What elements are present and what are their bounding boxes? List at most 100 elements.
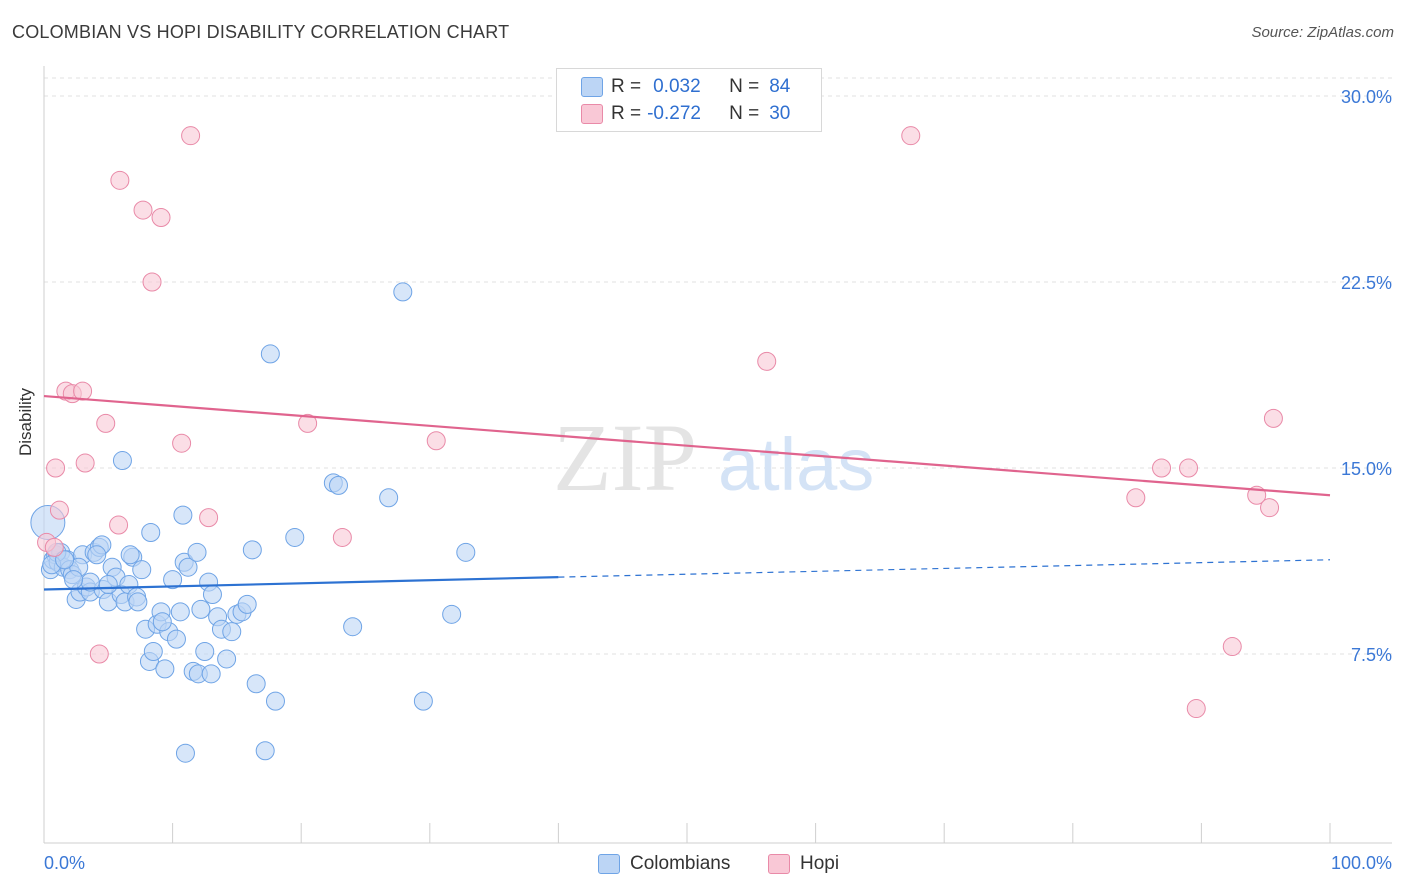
colombians-point (141, 522, 161, 542)
r-label: R = (611, 76, 642, 97)
colombians-point (328, 475, 348, 495)
colombians-point (246, 674, 266, 694)
colombians-point (173, 505, 193, 525)
hopi-point (44, 537, 64, 557)
colombians-r-value: 0.032 (653, 76, 701, 97)
colombians-legend-swatch (598, 854, 620, 874)
colombians-point (191, 599, 211, 619)
colombians-point (132, 560, 152, 580)
hopi-legend-label: Hopi (800, 853, 840, 874)
hopi-point (1222, 637, 1242, 657)
colombians-n-value: 84 (769, 76, 791, 97)
hopi-point (110, 170, 130, 190)
y-tick-label: 30.0% (1341, 87, 1392, 107)
legend-item-hopi: Hopi (768, 852, 839, 876)
watermark: ZIP atlas (553, 404, 874, 511)
hopi-point (49, 500, 69, 520)
hopi-point (1186, 699, 1206, 719)
chart-title: COLOMBIAN VS HOPI DISABILITY CORRELATION… (12, 22, 510, 42)
colombians-point (260, 344, 280, 364)
colombians-point (379, 488, 399, 508)
colombians-point (87, 545, 107, 565)
colombians-point (55, 550, 75, 570)
hopi-trend-line (43, 394, 1331, 497)
hopi-point (109, 515, 129, 535)
hopi-point (1152, 458, 1172, 478)
r-label: R = (611, 103, 642, 124)
colombians-point (187, 542, 207, 562)
colombians-point (175, 743, 195, 763)
legend-row-colombians: R = 0.032 N = 84 (581, 75, 791, 99)
hopi-point (1179, 458, 1199, 478)
colombians-point (442, 604, 462, 624)
hopi-point (199, 508, 219, 528)
stats-legend: R = 0.032 N = 84 R = -0.272 N = 30 (556, 68, 822, 132)
y-tick-label: 7.5% (1351, 645, 1392, 665)
hopi-point (133, 200, 153, 220)
tick-labels: 7.5% 15.0% 22.5% 30.0% 0.0% 100.0% (44, 87, 1392, 873)
colombians-trend-line (43, 576, 559, 591)
watermark-atlas: atlas (718, 423, 874, 506)
hopi-point (901, 126, 921, 146)
n-label: N = (729, 76, 760, 97)
hopi-point (151, 208, 171, 228)
hopi-point (1260, 498, 1280, 518)
hopi-swatch (581, 104, 603, 124)
data-points (30, 126, 1283, 763)
colombians-point (222, 622, 242, 642)
hopi-n-value: 30 (769, 103, 791, 124)
colombians-point (155, 659, 175, 679)
hopi-point (757, 351, 777, 371)
y-tick-label: 15.0% (1341, 459, 1392, 479)
hopi-point (181, 126, 201, 146)
x-tick-label: 0.0% (44, 853, 85, 873)
hopi-point (1263, 408, 1283, 428)
colombians-point (152, 612, 172, 632)
colombians-point (112, 451, 132, 471)
hopi-point (426, 431, 446, 451)
colombians-point (456, 542, 476, 562)
hopi-legend-swatch (768, 854, 790, 874)
colombians-legend-label: Colombians (630, 853, 731, 874)
colombians-point (163, 570, 183, 590)
colombians-point (120, 545, 140, 565)
hopi-point (73, 381, 93, 401)
hopi-point (1126, 488, 1146, 508)
colombians-point (98, 575, 118, 595)
legend-row-hopi: R = -0.272 N = 30 (581, 102, 791, 126)
trend-lines (43, 394, 1331, 591)
colombians-point (178, 557, 198, 577)
axes (43, 66, 1392, 844)
colombians-point (217, 649, 237, 669)
hopi-point (298, 413, 318, 433)
legend-item-colombians: Colombians (598, 852, 730, 876)
colombians-point (201, 664, 221, 684)
n-label: N = (729, 103, 760, 124)
colombians-point (128, 592, 148, 612)
colombians-point (170, 602, 190, 622)
colombians-point (237, 594, 257, 614)
y-tick-label: 22.5% (1341, 273, 1392, 293)
hopi-point (172, 433, 192, 453)
colombians-point (343, 617, 363, 637)
hopi-point (142, 272, 162, 292)
hopi-point (75, 453, 95, 473)
hopi-point (332, 527, 352, 547)
x-tick-label: 100.0% (1331, 853, 1392, 873)
colombians-point (393, 282, 413, 302)
colombians-swatch (581, 77, 603, 97)
colombians-point (255, 741, 275, 761)
gridlines (44, 77, 1392, 655)
colombians-point (166, 629, 186, 649)
watermark-zip: ZIP (553, 404, 697, 511)
hopi-point (89, 644, 109, 664)
colombians-point (64, 570, 84, 590)
colombians-point (143, 642, 163, 662)
hopi-point (46, 458, 66, 478)
colombians-point (285, 527, 305, 547)
colombians-point (413, 691, 433, 711)
source-credit: Source: ZipAtlas.com (1251, 24, 1394, 41)
colombians-trend-extension (558, 559, 1331, 578)
colombians-point (242, 540, 262, 560)
